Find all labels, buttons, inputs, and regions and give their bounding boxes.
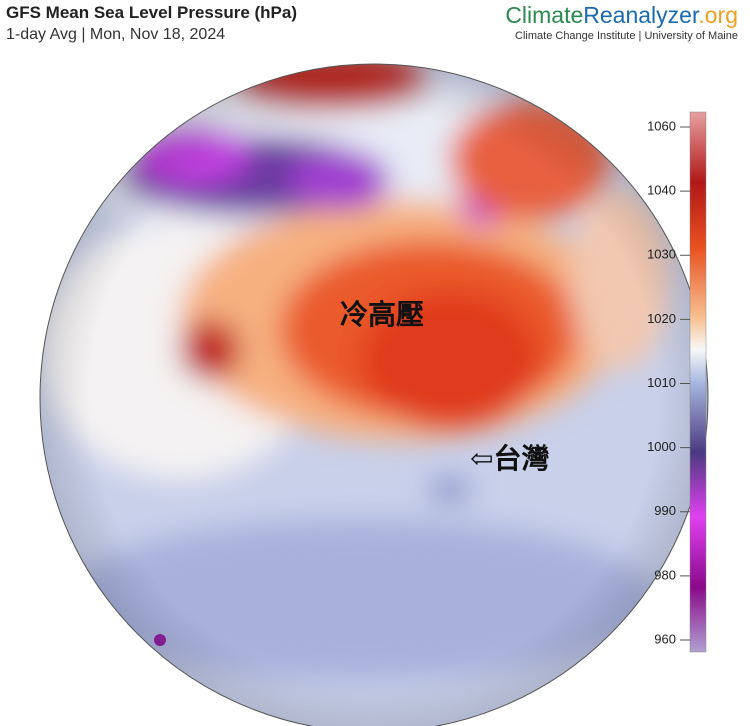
brand-part: Climate — [505, 2, 584, 28]
brand: ClimateReanalyzer.org — [505, 2, 738, 29]
colorbar-tick-label: 960 — [654, 631, 676, 646]
colorbar-tick-label: 1020 — [647, 311, 676, 326]
annotation: ⇦台灣 — [470, 442, 549, 475]
colorbar — [689, 111, 707, 653]
subtitle: 1-day Avg | Mon, Nov 18, 2024 — [6, 26, 226, 43]
annotation: 冷高壓 — [340, 298, 424, 331]
brand-part: .org — [698, 2, 738, 28]
colorbar-tick-label: 1040 — [647, 183, 676, 198]
colorbar-tick-label: 990 — [654, 503, 676, 518]
colorbar-tick-label: 1000 — [647, 439, 676, 454]
institute: Climate Change Institute | University of… — [515, 30, 738, 42]
title: GFS Mean Sea Level Pressure (hPa) — [6, 3, 298, 22]
colorbar-tick-label: 1030 — [647, 247, 676, 262]
colorbar-tick-label: 1010 — [647, 375, 676, 390]
colorbar-tick-label: 980 — [654, 567, 676, 582]
brand-part: Reanalyzer — [583, 2, 699, 28]
colorbar-tick-label: 1060 — [647, 118, 676, 133]
globe — [40, 64, 708, 726]
